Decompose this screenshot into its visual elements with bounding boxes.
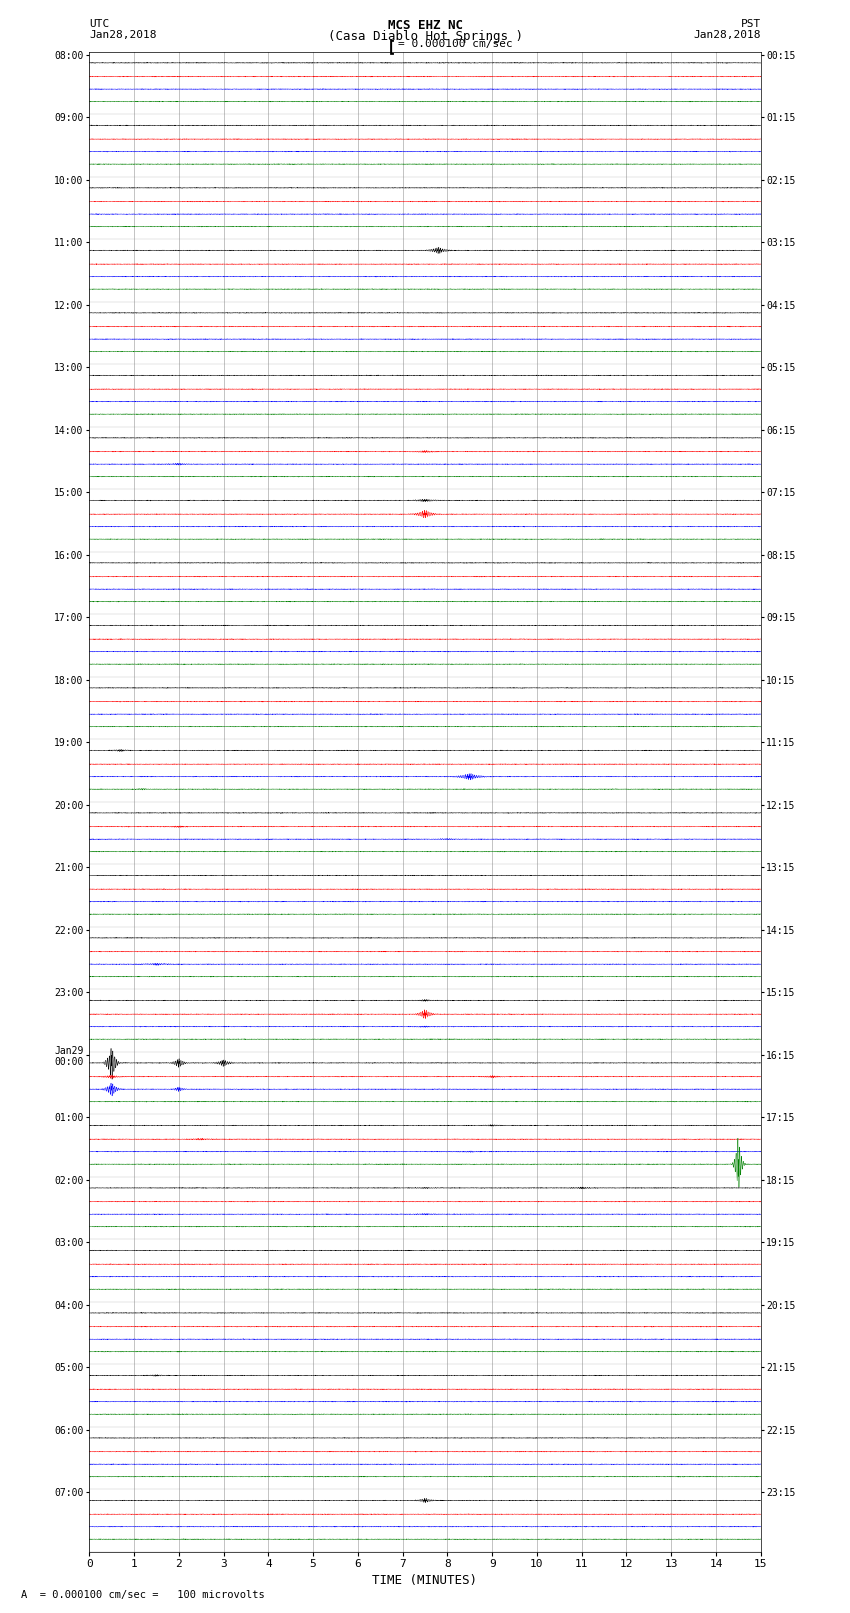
X-axis label: TIME (MINUTES): TIME (MINUTES) (372, 1574, 478, 1587)
Text: [: [ (387, 39, 396, 55)
Text: MCS EHZ NC: MCS EHZ NC (388, 18, 462, 32)
Text: (Casa Diablo Hot Springs ): (Casa Diablo Hot Springs ) (327, 31, 523, 44)
Text: PST: PST (740, 18, 761, 29)
Text: UTC: UTC (89, 18, 110, 29)
Text: = 0.000100 cm/sec: = 0.000100 cm/sec (398, 39, 513, 48)
Text: Jan28,2018: Jan28,2018 (89, 31, 156, 40)
Text: A  = 0.000100 cm/sec =   100 microvolts: A = 0.000100 cm/sec = 100 microvolts (21, 1590, 265, 1600)
Text: Jan28,2018: Jan28,2018 (694, 31, 761, 40)
